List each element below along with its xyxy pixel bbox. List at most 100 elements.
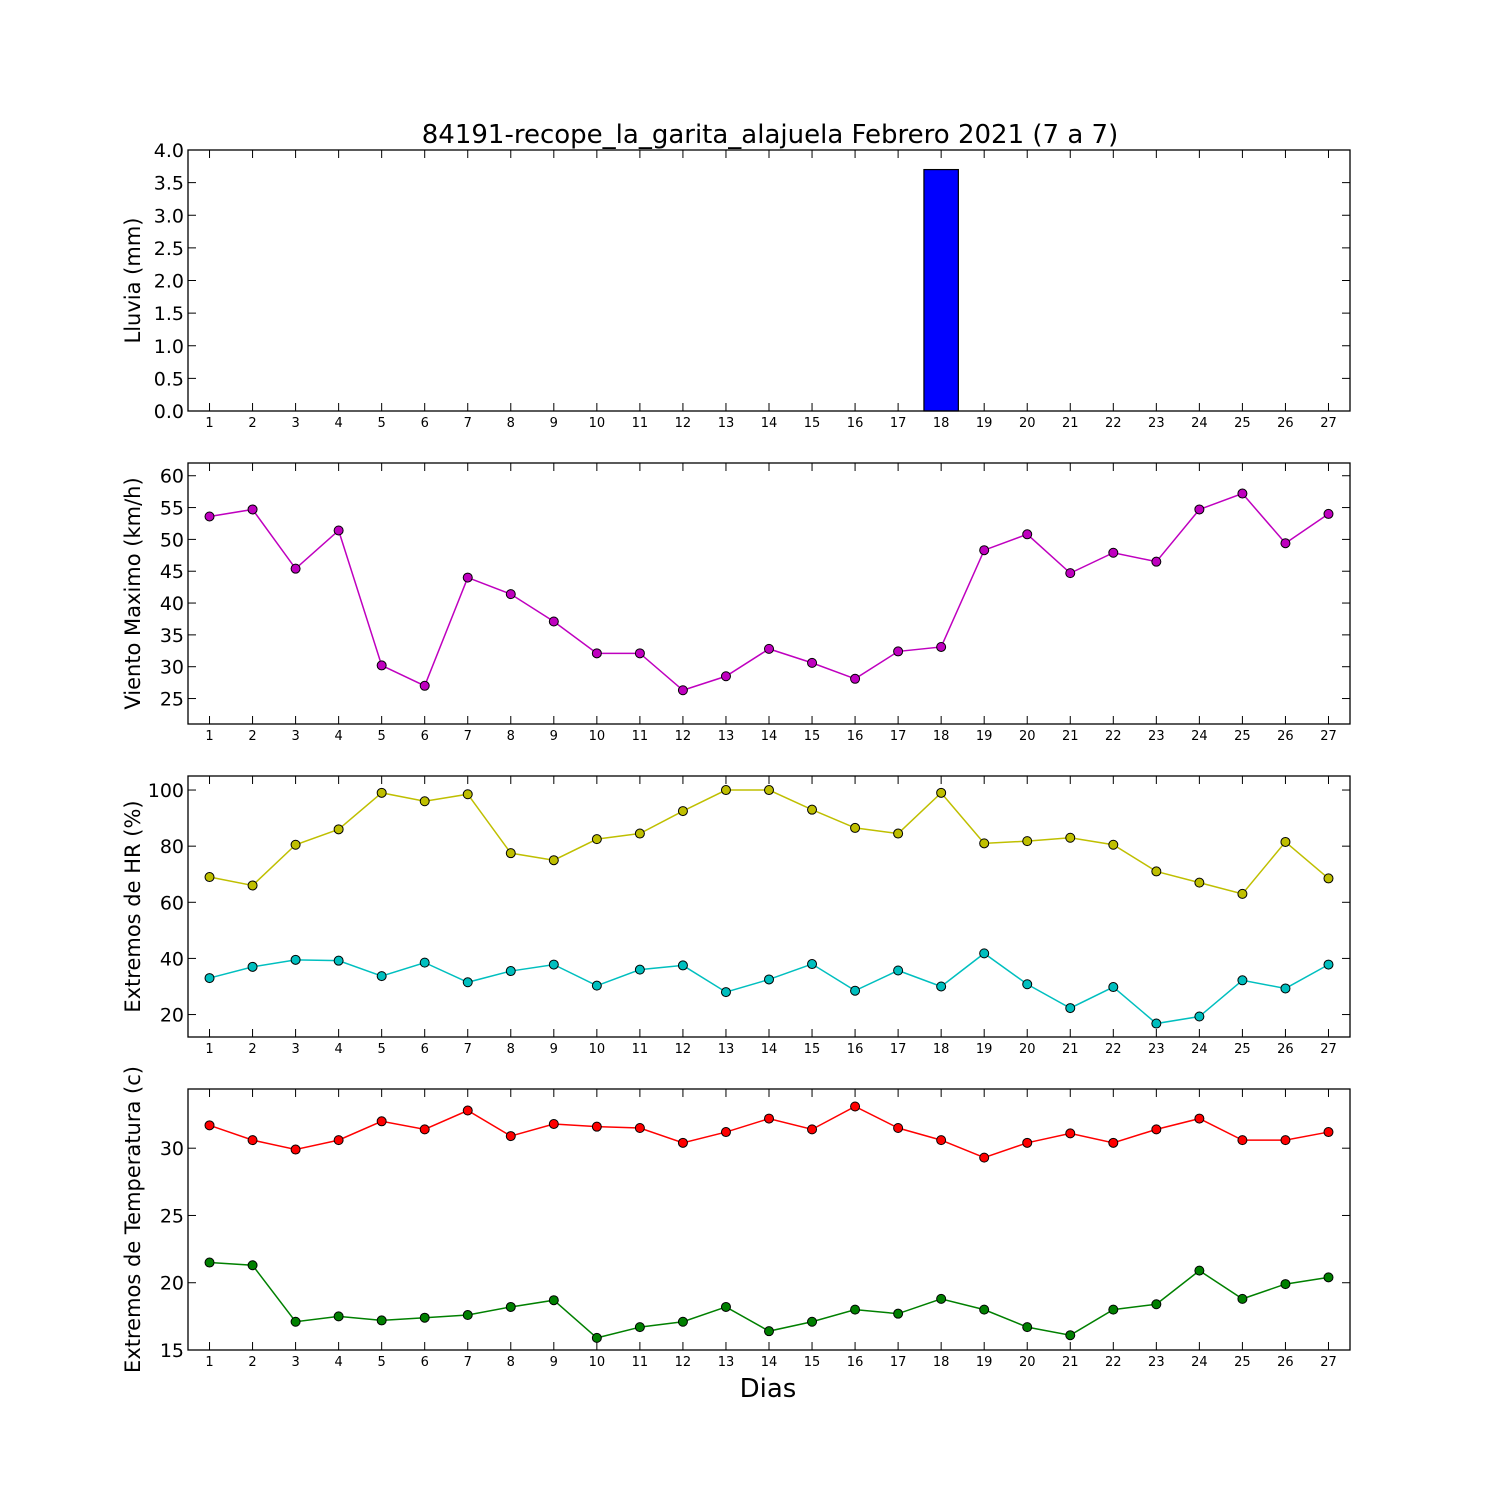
x-tick-label: 17 (890, 416, 907, 431)
x-tick-label: 9 (550, 1042, 558, 1057)
x-tick-label: 21 (1062, 1042, 1079, 1057)
x-tick-label: 19 (976, 416, 993, 431)
series-2-point (979, 1304, 990, 1315)
x-tick-label: 8 (507, 1042, 515, 1057)
series-1-point (634, 828, 645, 839)
series-1-point (850, 822, 861, 833)
panel-2-frame (187, 462, 1351, 725)
series-1-point (1280, 538, 1291, 549)
x-tick-label: 8 (507, 1355, 515, 1370)
series-1-point (677, 1137, 688, 1148)
x-tick-label: 3 (291, 729, 299, 744)
y-tick-label: 0.5 (154, 368, 184, 390)
x-tick-label: 26 (1277, 1042, 1294, 1057)
series-1-point (247, 880, 258, 891)
series-1-point (1022, 1137, 1033, 1148)
series-2-point (1323, 959, 1334, 970)
series-1-point (1237, 888, 1248, 899)
series-1-point (936, 1135, 947, 1146)
y-tick-label: 60 (160, 466, 184, 488)
series-1-point (1151, 556, 1162, 567)
x-tick-label: 2 (248, 1042, 256, 1057)
y-tick-label: 40 (160, 593, 184, 615)
y-tick-label: 2.5 (154, 238, 184, 260)
series-2-point (548, 1295, 559, 1306)
x-tick-label: 2 (248, 1355, 256, 1370)
y-tick-label: 15 (160, 1340, 184, 1362)
series-1-point (850, 1101, 861, 1112)
x-tick-label: 20 (1019, 1355, 1036, 1370)
x-tick-label: 15 (804, 1042, 821, 1057)
x-tick-label: 4 (334, 1042, 342, 1057)
series-1-point (1065, 832, 1076, 843)
series-2-point (333, 955, 344, 966)
x-tick-label: 20 (1019, 1042, 1036, 1057)
series-1-point (376, 787, 387, 798)
series-1-point (764, 785, 774, 796)
series-2-point (1280, 983, 1291, 994)
series-2-point (462, 1310, 473, 1321)
x-tick-label: 25 (1234, 729, 1251, 744)
x-tick-label: 22 (1105, 416, 1122, 431)
series-1-point (505, 848, 516, 859)
x-tick-label: 27 (1320, 416, 1337, 431)
x-tick-label: 24 (1191, 1355, 1208, 1370)
y-tick-label: 25 (160, 1205, 184, 1227)
x-tick-label: 13 (718, 1355, 735, 1370)
series-1-point (419, 680, 430, 691)
series-1-point (462, 1105, 473, 1116)
x-tick-label: 6 (421, 1355, 429, 1370)
x-tick-label: 24 (1191, 729, 1208, 744)
series-2-point (290, 1316, 301, 1327)
y-tick-label: 40 (160, 948, 184, 970)
series-1-point (591, 648, 602, 659)
y-tick-label: 25 (160, 689, 184, 711)
series-1-point (936, 787, 947, 798)
x-tick-label: 6 (421, 416, 429, 431)
x-tick-label: 15 (804, 1355, 821, 1370)
x-tick-label: 7 (464, 416, 472, 431)
series-1-point (893, 646, 904, 657)
series-2-point (204, 1257, 215, 1268)
x-tick-label: 27 (1320, 729, 1337, 744)
x-tick-label: 14 (761, 729, 778, 744)
x-tick-label: 23 (1148, 729, 1165, 744)
y-tick-label: 4.0 (154, 140, 184, 162)
series-1-point (204, 1120, 215, 1131)
x-tick-label: 21 (1062, 416, 1079, 431)
series-1-point (333, 824, 344, 835)
x-tick-label: 7 (464, 1355, 472, 1370)
series-1-point (1237, 1135, 1248, 1146)
x-tick-label: 1 (205, 1355, 213, 1370)
x-tick-label: 1 (205, 729, 213, 744)
x-tick-label: 9 (550, 729, 558, 744)
x-tick-label: 9 (550, 1355, 558, 1370)
y-tick-label: 35 (160, 625, 184, 647)
series-1-point (1323, 873, 1334, 884)
series-1-point (1108, 1137, 1119, 1148)
series-2-point (333, 1311, 344, 1322)
x-tick-label: 11 (632, 729, 649, 744)
series-1-point (720, 785, 731, 796)
series-1-point (247, 1135, 258, 1146)
subplots: Lluvia (mm)0.00.51.01.52.02.53.03.54.01 2… (121, 140, 1351, 1373)
series-1-point (1323, 1127, 1334, 1138)
series-2-point (505, 1301, 516, 1312)
x-tick-label: 5 (378, 1355, 386, 1370)
x-tick-label: 13 (718, 729, 735, 744)
x-tick-label: 17 (890, 1355, 907, 1370)
figure-title: 84191-recope_la_garita_alajuela Febrero … (422, 120, 1118, 150)
series-1-point (634, 1123, 645, 1134)
series-1-point (764, 1113, 774, 1124)
series-1-point (807, 657, 818, 668)
series-1-point (333, 1135, 344, 1146)
series-1-point (204, 511, 215, 522)
series-2-point (850, 985, 861, 996)
x-tick-label: 12 (675, 416, 692, 431)
series-2-point (247, 1260, 258, 1271)
bar-day-18 (923, 168, 959, 412)
series-1-point (1194, 1113, 1205, 1124)
x-tick-label: 21 (1062, 729, 1079, 744)
x-tick-label: 25 (1234, 1355, 1251, 1370)
